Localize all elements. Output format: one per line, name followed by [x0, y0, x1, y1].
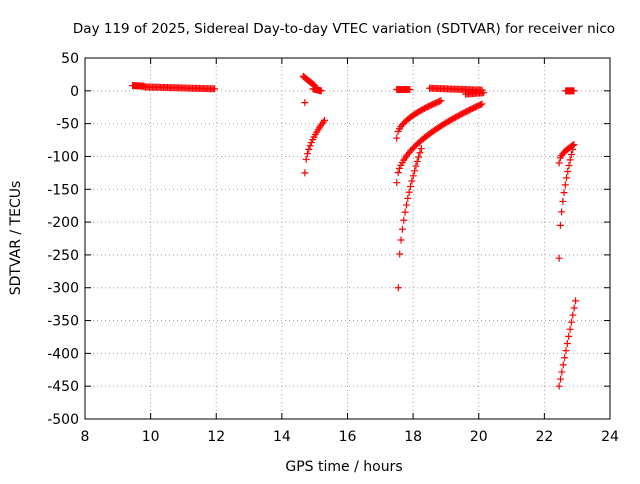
- data-point: [400, 216, 408, 224]
- x-tick-label: 20: [470, 429, 488, 445]
- data-point: [406, 86, 414, 94]
- data-point: [397, 236, 405, 244]
- y-tick-label: -450: [47, 379, 79, 395]
- data-point: [556, 221, 564, 229]
- data-point: [415, 153, 423, 161]
- y-tick-label: -300: [47, 281, 79, 297]
- data-point: [555, 159, 563, 167]
- data-point: [411, 167, 419, 175]
- data-point: [301, 169, 309, 177]
- data-point: [558, 368, 566, 376]
- data-point: [401, 208, 409, 216]
- x-tick-label: 18: [404, 429, 422, 445]
- data-point: [321, 116, 329, 124]
- data-point: [570, 141, 578, 149]
- data-point: [211, 85, 219, 93]
- data-point: [409, 172, 417, 180]
- data-point: [408, 177, 416, 185]
- data-point: [394, 284, 402, 292]
- data-point: [572, 297, 580, 305]
- data-point: [303, 150, 311, 158]
- data-point: [396, 250, 404, 258]
- x-axis-ticks: 8 10 12 14 16 18 20 22 24: [81, 58, 619, 445]
- y-tick-label: 0: [70, 84, 79, 100]
- data-point: [402, 201, 410, 209]
- data-point: [394, 169, 402, 177]
- data-point: [306, 142, 314, 150]
- y-tick-label: -400: [47, 346, 79, 362]
- x-tick-label: 22: [535, 429, 553, 445]
- data-point: [416, 149, 424, 157]
- data-point: [404, 194, 412, 202]
- data-point: [559, 361, 567, 369]
- data-point: [555, 254, 563, 262]
- x-tick-label: 12: [207, 429, 225, 445]
- data-point: [302, 155, 310, 163]
- data-point: [437, 97, 445, 105]
- x-tick-label: 8: [81, 429, 90, 445]
- data-point: [558, 208, 566, 216]
- x-tick-label: 24: [601, 429, 619, 445]
- data-point: [478, 100, 486, 108]
- y-tick-label: -500: [47, 412, 79, 428]
- x-tick-label: 14: [273, 429, 291, 445]
- data-point: [555, 382, 563, 390]
- data-point: [567, 151, 575, 159]
- data-point: [569, 145, 577, 153]
- x-tick-label: 10: [142, 429, 160, 445]
- y-tick-label: -100: [47, 149, 79, 165]
- grid-lines: [85, 58, 610, 419]
- data-point: [570, 304, 578, 312]
- data-point: [563, 174, 571, 182]
- data-point: [564, 167, 572, 175]
- data-point: [566, 325, 574, 333]
- y-tick-label: -350: [47, 314, 79, 330]
- data-point: [570, 87, 578, 95]
- data-point: [301, 99, 309, 107]
- data-point: [560, 189, 568, 197]
- data-point: [561, 181, 569, 189]
- data-point: [559, 197, 567, 205]
- data-point: [562, 347, 570, 355]
- data-point: [396, 164, 404, 172]
- data-point: [412, 162, 420, 170]
- data-point: [566, 156, 574, 164]
- data-point: [561, 354, 569, 362]
- data-point: [405, 188, 413, 196]
- data-point: [417, 145, 425, 153]
- data-point: [567, 318, 575, 326]
- x-tick-label: 16: [339, 429, 357, 445]
- data-series: [129, 72, 580, 390]
- data-point: [557, 375, 565, 383]
- data-point: [480, 89, 488, 97]
- data-point: [407, 182, 415, 190]
- data-point: [305, 145, 313, 153]
- data-point: [565, 332, 573, 340]
- data-point: [565, 161, 573, 169]
- y-tick-label: -200: [47, 215, 79, 231]
- data-point: [569, 311, 577, 319]
- data-point: [563, 340, 571, 348]
- y-tick-label: -250: [47, 248, 79, 264]
- y-tick-label: -50: [56, 117, 79, 133]
- y-axis-ticks: 50 0 -50 -100 -150 -200 -250 -300 -350 -400 -450 -5…: [47, 51, 610, 428]
- plot-frame: [84, 57, 611, 420]
- x-axis-label: GPS time / hours: [285, 459, 402, 475]
- data-point: [413, 157, 421, 165]
- data-point: [477, 101, 485, 109]
- data-point: [393, 179, 401, 187]
- data-point: [393, 134, 401, 142]
- data-point: [398, 225, 406, 233]
- y-axis-label: SDTVAR / TECUs: [8, 181, 24, 296]
- data-point: [317, 87, 325, 95]
- chart-title: Day 119 of 2025, Sidereal Day-to-day VTE…: [73, 21, 615, 37]
- y-tick-label: -150: [47, 182, 79, 198]
- y-tick-label: 50: [61, 51, 79, 67]
